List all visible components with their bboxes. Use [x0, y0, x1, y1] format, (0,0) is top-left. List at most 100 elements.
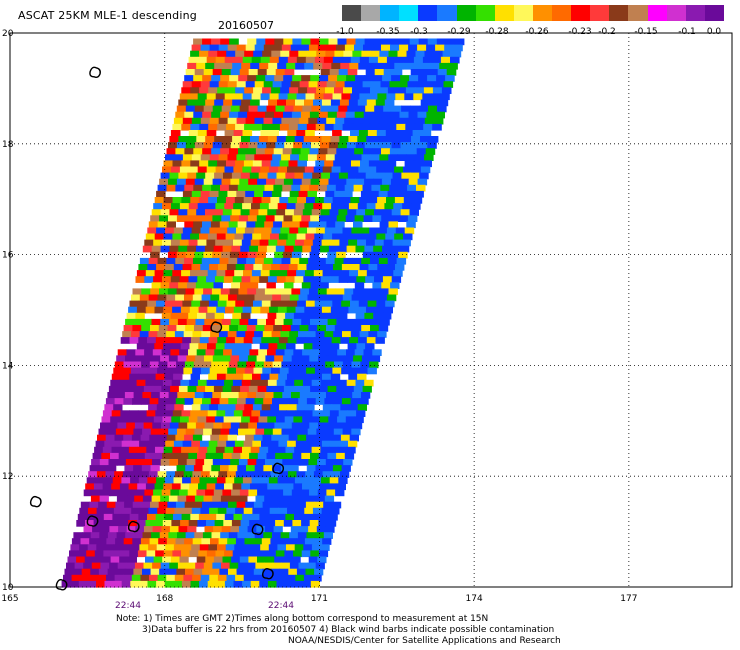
- wind-cell: [104, 440, 114, 448]
- wind-cell: [132, 288, 142, 296]
- wind-cell: [265, 111, 275, 119]
- wind-cell: [238, 111, 248, 119]
- wind-cell: [202, 532, 213, 539]
- wind-cell: [368, 56, 379, 64]
- wind-cell: [208, 300, 219, 308]
- wind-cell: [177, 532, 187, 539]
- wind-cell: [181, 410, 191, 417]
- wind-cell: [292, 75, 302, 82]
- wind-cell: [355, 38, 366, 46]
- wind-cell: [135, 526, 145, 533]
- wind-cell: [337, 38, 348, 46]
- wind-cell: [325, 50, 335, 58]
- wind-cell: [176, 215, 187, 222]
- wind-cell: [95, 513, 105, 521]
- wind-cell: [310, 550, 320, 558]
- wind-cell: [352, 87, 362, 94]
- wind-cell: [297, 123, 308, 131]
- wind-cell: [130, 477, 140, 484]
- wind-cell: [334, 361, 344, 369]
- wind-cell: [230, 69, 241, 76]
- wind-cell: [247, 459, 257, 466]
- wind-cell: [305, 568, 315, 576]
- wind-cell: [119, 520, 129, 527]
- wind-cell: [430, 62, 440, 70]
- wind-cell: [353, 385, 364, 393]
- wind-cell: [425, 81, 436, 88]
- wind-cell: [383, 172, 393, 180]
- wind-cell: [161, 526, 171, 533]
- wind-cell: [371, 318, 381, 326]
- wind-cell: [167, 568, 177, 576]
- wind-cell: [292, 520, 302, 527]
- wind-cell: [211, 75, 221, 82]
- wind-cell: [262, 331, 273, 338]
- wind-cell: [256, 38, 266, 46]
- wind-cell: [297, 501, 307, 509]
- wind-cell: [268, 343, 278, 350]
- wind-cell: [279, 160, 290, 168]
- wind-cell: [113, 404, 123, 411]
- wind-cell: [265, 422, 275, 430]
- wind-cell: [288, 501, 298, 509]
- wind-cell: [224, 446, 234, 454]
- wind-cell: [220, 111, 230, 119]
- wind-cell: [269, 166, 279, 174]
- wind-cell: [228, 361, 239, 369]
- wind-cell: [270, 337, 280, 344]
- wind-cell: [214, 452, 224, 460]
- wind-cell: [192, 538, 202, 545]
- wind-cell: [317, 325, 327, 332]
- wind-cell: [102, 410, 113, 417]
- wind-cell: [348, 136, 358, 143]
- wind-cell: [288, 123, 299, 131]
- wind-cell: [323, 233, 333, 241]
- wind-cell: [330, 172, 340, 180]
- wind-cell: [225, 270, 235, 277]
- wind-cell: [318, 318, 329, 326]
- wind-cell: [275, 178, 285, 186]
- wind-cell: [122, 507, 132, 515]
- wind-cell: [164, 513, 174, 521]
- wind-cell: [278, 337, 289, 344]
- wind-cell: [276, 446, 287, 454]
- wind-cell: [145, 270, 156, 277]
- wind-cell: [172, 306, 182, 314]
- wind-cell: [351, 361, 361, 369]
- wind-cell: [180, 483, 190, 491]
- wind-cell: [228, 501, 238, 509]
- wind-cell: [126, 526, 136, 533]
- wind-cell: [453, 44, 463, 52]
- wind-cell: [223, 136, 233, 143]
- color-scale-swatch: [513, 5, 533, 21]
- wind-cell: [294, 446, 304, 454]
- wind-cell: [393, 203, 403, 210]
- wind-cell: [234, 477, 244, 484]
- wind-cell: [107, 568, 117, 576]
- wind-cell: [69, 550, 79, 558]
- wind-cell: [105, 471, 115, 478]
- wind-cell: [426, 44, 436, 52]
- wind-cell: [226, 160, 236, 168]
- wind-cell: [378, 294, 388, 302]
- wind-cell: [206, 93, 217, 101]
- wind-cell: [128, 446, 139, 454]
- wind-cell: [219, 568, 229, 576]
- wind-cell: [185, 251, 196, 259]
- wind-cell: [104, 477, 114, 484]
- wind-cell: [193, 111, 203, 119]
- wind-cell: [267, 550, 277, 558]
- wind-cell: [240, 172, 251, 180]
- wind-cell: [257, 422, 267, 430]
- wind-cell: [239, 318, 249, 326]
- wind-cell: [255, 495, 265, 503]
- wind-cell: [137, 446, 147, 454]
- wind-cell: [170, 489, 180, 497]
- wind-cell: [269, 440, 279, 448]
- wind-cell: [176, 501, 186, 509]
- wind-cell: [282, 355, 293, 363]
- wind-cell: [337, 178, 347, 186]
- color-scale-label: -0.2: [598, 27, 616, 37]
- wind-cell: [235, 50, 245, 58]
- wind-cell: [376, 166, 386, 174]
